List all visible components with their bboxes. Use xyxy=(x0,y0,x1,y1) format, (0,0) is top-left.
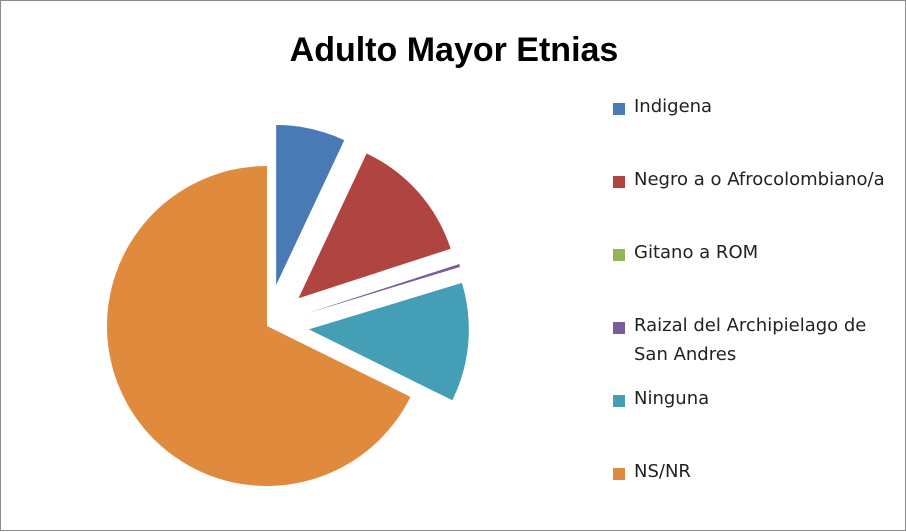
legend-swatch xyxy=(613,468,625,480)
legend-label: NS/NR xyxy=(634,461,691,482)
legend-item: Ninguna xyxy=(613,388,898,413)
legend-item: Indigena xyxy=(613,96,898,121)
legend-label: Indigena xyxy=(634,96,713,117)
pie-slice xyxy=(308,282,469,401)
legend-swatch xyxy=(613,322,625,334)
legend-swatch xyxy=(613,176,625,188)
legend-label: Raizal del Archipielago de San Andres xyxy=(634,315,867,365)
legend-label: Ninguna xyxy=(634,388,710,409)
legend-item: Raizal del Archipielago de San Andres xyxy=(613,315,898,369)
legend-swatch xyxy=(613,103,625,115)
pie-slice xyxy=(276,125,345,286)
legend-item: Gitano a ROM xyxy=(613,242,898,267)
pie-slice xyxy=(106,166,411,486)
legend-swatch xyxy=(613,249,625,261)
legend-item: Negro a o Afrocolombiano/a xyxy=(613,169,898,194)
chart-title: Adulto Mayor Etnias xyxy=(289,31,619,69)
legend-swatch xyxy=(613,395,625,407)
legend-item: NS/NR xyxy=(613,461,898,486)
pie-slice xyxy=(298,153,451,299)
legend-label: Gitano a ROM xyxy=(634,242,759,263)
legend-label: Negro a o Afrocolombiano/a xyxy=(634,169,885,190)
pie-slice xyxy=(307,263,461,314)
